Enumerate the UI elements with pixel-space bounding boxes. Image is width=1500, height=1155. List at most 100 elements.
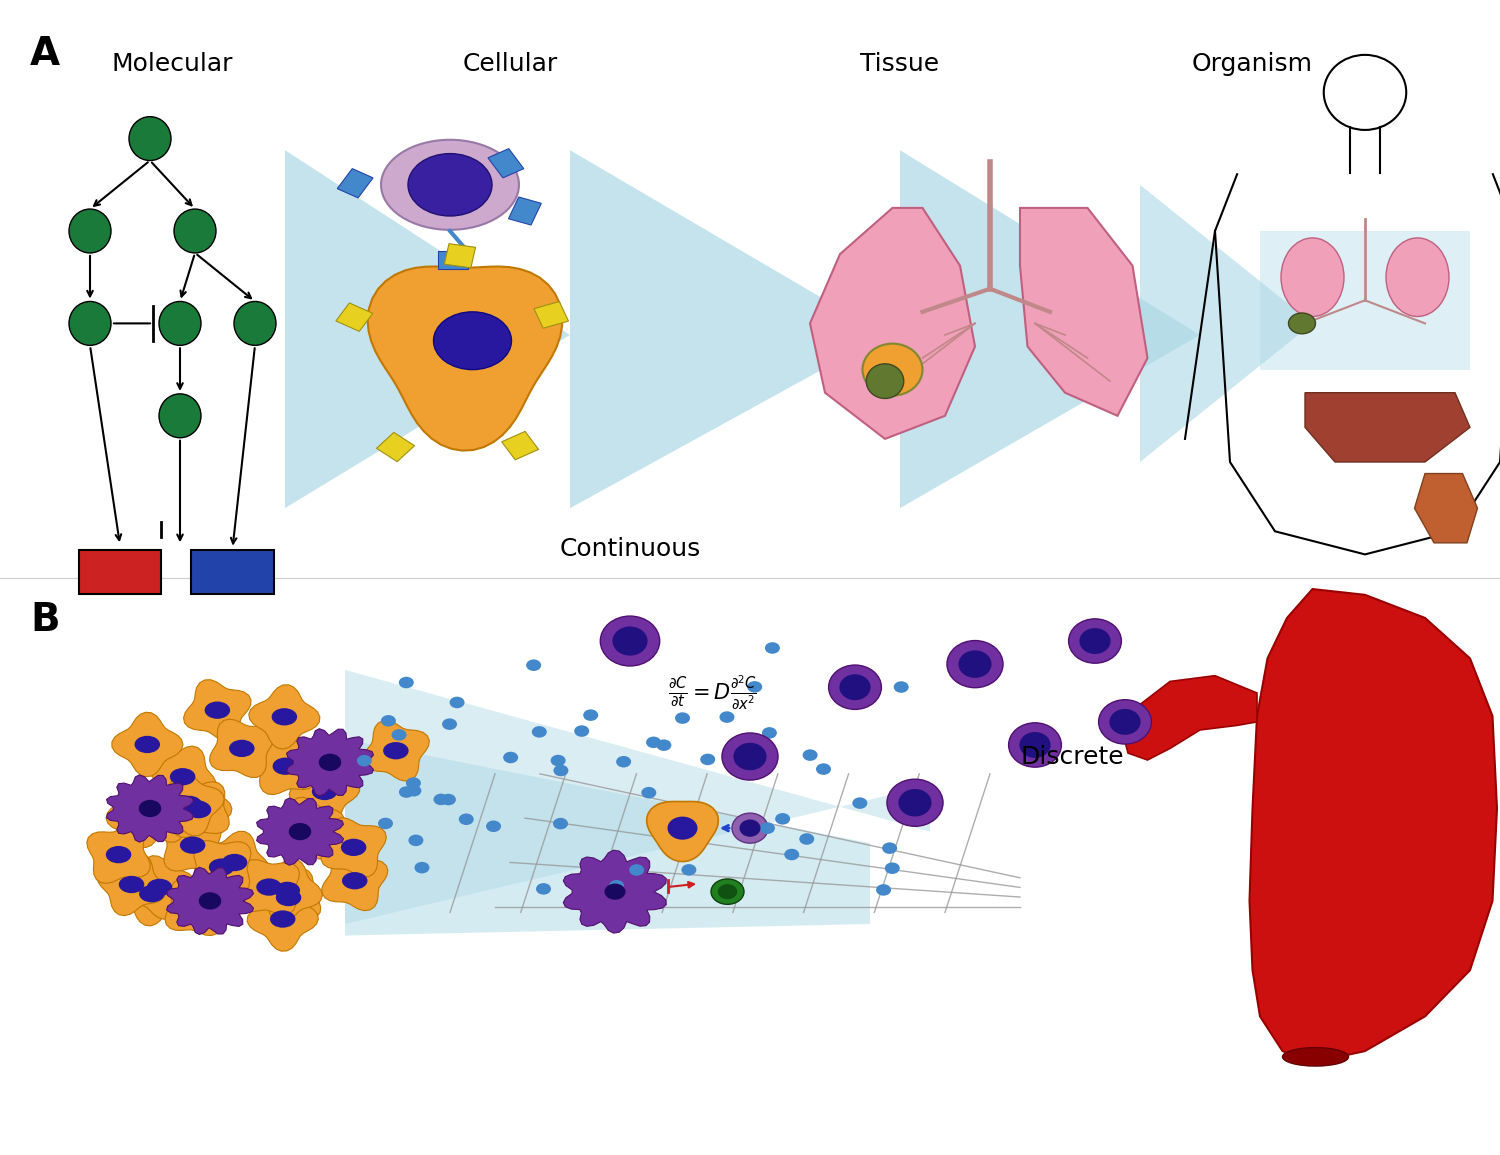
- Ellipse shape: [297, 819, 322, 836]
- Polygon shape: [276, 797, 344, 859]
- Polygon shape: [248, 887, 318, 952]
- Polygon shape: [154, 773, 224, 836]
- Ellipse shape: [1068, 619, 1122, 663]
- Circle shape: [747, 681, 762, 693]
- Ellipse shape: [318, 753, 340, 772]
- Ellipse shape: [722, 733, 778, 780]
- Ellipse shape: [382, 742, 408, 759]
- Polygon shape: [286, 729, 374, 796]
- Circle shape: [642, 787, 657, 798]
- Ellipse shape: [862, 344, 922, 395]
- Bar: [488, 149, 524, 178]
- Text: Molecular: Molecular: [111, 52, 234, 76]
- Ellipse shape: [140, 885, 165, 902]
- Circle shape: [894, 681, 909, 693]
- Ellipse shape: [433, 312, 512, 370]
- Circle shape: [414, 862, 429, 873]
- Polygon shape: [345, 739, 870, 936]
- Ellipse shape: [1282, 1048, 1348, 1066]
- Ellipse shape: [408, 154, 492, 216]
- Text: B: B: [30, 601, 60, 639]
- Circle shape: [574, 725, 590, 737]
- Circle shape: [459, 813, 474, 825]
- Polygon shape: [200, 832, 268, 894]
- Circle shape: [700, 754, 715, 766]
- Ellipse shape: [159, 301, 201, 345]
- Ellipse shape: [732, 813, 768, 843]
- Circle shape: [720, 711, 735, 723]
- Polygon shape: [256, 869, 321, 926]
- Bar: [534, 301, 568, 328]
- Polygon shape: [165, 879, 228, 936]
- Circle shape: [442, 718, 458, 730]
- Bar: [438, 251, 468, 269]
- Polygon shape: [166, 867, 254, 934]
- Polygon shape: [646, 802, 718, 862]
- Ellipse shape: [138, 799, 162, 818]
- Circle shape: [760, 822, 776, 834]
- Ellipse shape: [170, 768, 195, 785]
- Ellipse shape: [312, 783, 338, 800]
- Polygon shape: [564, 850, 666, 933]
- Polygon shape: [249, 685, 320, 750]
- Polygon shape: [1122, 676, 1257, 760]
- Circle shape: [681, 864, 696, 875]
- Ellipse shape: [1288, 313, 1316, 334]
- Ellipse shape: [717, 885, 738, 899]
- Ellipse shape: [186, 800, 211, 818]
- Circle shape: [885, 863, 900, 874]
- FancyBboxPatch shape: [192, 550, 273, 594]
- Polygon shape: [290, 760, 360, 824]
- Polygon shape: [363, 721, 429, 781]
- Ellipse shape: [209, 858, 234, 875]
- Polygon shape: [168, 782, 230, 837]
- Circle shape: [381, 715, 396, 726]
- Circle shape: [628, 864, 644, 875]
- Circle shape: [392, 729, 406, 740]
- Circle shape: [758, 754, 772, 766]
- Polygon shape: [345, 670, 930, 924]
- Polygon shape: [183, 680, 250, 740]
- Circle shape: [800, 833, 814, 844]
- Polygon shape: [1260, 231, 1470, 370]
- Polygon shape: [1305, 393, 1470, 462]
- Polygon shape: [106, 783, 177, 848]
- Ellipse shape: [273, 758, 298, 775]
- Circle shape: [554, 765, 568, 776]
- Circle shape: [657, 739, 672, 751]
- Ellipse shape: [274, 881, 300, 899]
- Circle shape: [532, 726, 548, 738]
- Ellipse shape: [604, 884, 625, 900]
- Ellipse shape: [740, 820, 760, 837]
- Circle shape: [406, 777, 422, 789]
- Circle shape: [776, 813, 790, 825]
- Polygon shape: [810, 208, 975, 439]
- Polygon shape: [238, 859, 300, 915]
- Ellipse shape: [198, 892, 222, 910]
- Polygon shape: [164, 819, 222, 871]
- Circle shape: [802, 750, 818, 761]
- Text: Cellular: Cellular: [462, 52, 558, 76]
- Text: Discrete: Discrete: [1020, 745, 1124, 768]
- Ellipse shape: [734, 743, 766, 770]
- Bar: [444, 244, 476, 268]
- Ellipse shape: [958, 650, 992, 678]
- Circle shape: [876, 884, 891, 895]
- Polygon shape: [210, 720, 274, 777]
- Polygon shape: [1020, 208, 1148, 416]
- Ellipse shape: [234, 301, 276, 345]
- Circle shape: [399, 677, 414, 688]
- Text: Organism: Organism: [1192, 52, 1312, 76]
- Ellipse shape: [1110, 709, 1140, 735]
- Polygon shape: [98, 854, 166, 916]
- Polygon shape: [112, 713, 183, 776]
- Circle shape: [675, 713, 690, 724]
- Ellipse shape: [381, 140, 519, 230]
- Ellipse shape: [129, 117, 171, 161]
- Ellipse shape: [1281, 238, 1344, 316]
- Polygon shape: [321, 818, 387, 877]
- Ellipse shape: [118, 875, 144, 893]
- Ellipse shape: [711, 879, 744, 904]
- Polygon shape: [1250, 589, 1497, 1063]
- Ellipse shape: [69, 301, 111, 345]
